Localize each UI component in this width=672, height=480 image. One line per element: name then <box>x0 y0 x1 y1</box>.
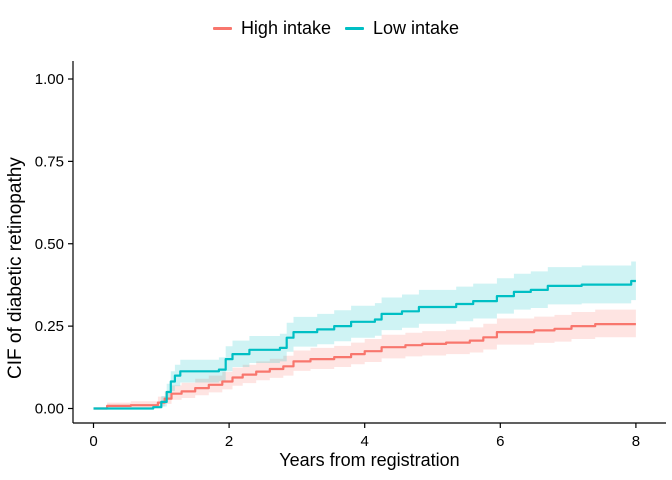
cif-curve-low-intake <box>93 279 636 410</box>
legend-key-line-low-intake <box>345 26 364 30</box>
x-tick-label: 8 <box>632 433 640 450</box>
y-tick-label: 1.00 <box>35 71 64 88</box>
x-tick-label: 2 <box>225 433 233 450</box>
y-tick-label: 0.25 <box>35 318 64 335</box>
x-axis-title: Years from registration <box>279 450 460 470</box>
confidence-band-low-intake <box>93 261 636 409</box>
legend: High intake Low intake <box>0 12 672 44</box>
legend-item-high-intake: High intake <box>212 18 331 38</box>
legend-item-low-intake: Low intake <box>345 19 459 37</box>
legend-key-line-high-intake <box>212 26 232 30</box>
cif-curve-high-intake <box>93 323 636 410</box>
legend-label-low-intake: Low intake <box>373 18 460 38</box>
legend-label-high-intake: High intake <box>240 18 331 38</box>
y-tick-label: 0.00 <box>35 401 64 418</box>
x-tick-label: 0 <box>89 433 97 450</box>
y-tick-label: 0.50 <box>35 236 64 253</box>
confidence-band-high-intake <box>93 309 636 409</box>
y-tick-label: 0.75 <box>35 153 64 170</box>
x-tick-label: 4 <box>361 433 369 450</box>
y-axis-title: CIF of diabetic retinopathy <box>5 157 26 379</box>
x-tick-label: 6 <box>496 433 504 450</box>
